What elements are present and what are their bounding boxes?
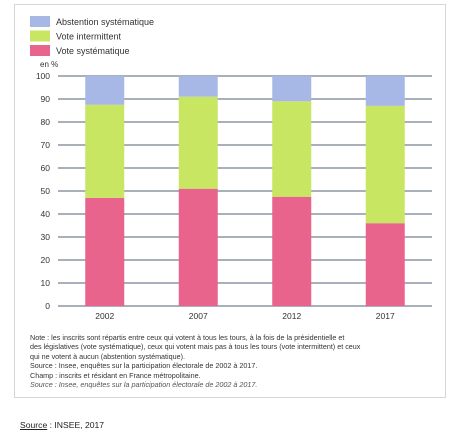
y-tick-label: 50 (41, 186, 51, 196)
unit-label: en % (40, 60, 58, 69)
bar-segment (85, 197, 125, 306)
bar-segment (365, 223, 405, 306)
note-line: des législatives (vote systématique), ce… (30, 342, 361, 352)
note-scope: Champ : inscrits et résidant en France m… (30, 370, 201, 380)
note-line: qui ne votent à aucun (abstention systém… (30, 351, 186, 361)
note-line: Note : les inscrits sont répartis entre … (30, 333, 345, 342)
bar-segment (178, 188, 218, 306)
x-tick-label: 2007 (189, 311, 208, 321)
bar-segment (178, 96, 218, 189)
y-tick-label: 10 (41, 278, 51, 288)
source-label: Source (20, 420, 48, 430)
y-tick-label: 60 (41, 163, 51, 173)
legend-label: Vote systématique (56, 46, 130, 56)
x-tick-label: 2017 (376, 311, 395, 321)
y-tick-label: 70 (41, 140, 51, 150)
y-tick-label: 30 (41, 232, 51, 242)
legend-swatch (30, 45, 50, 56)
bar-segment (272, 101, 312, 197)
y-tick-label: 20 (41, 255, 51, 265)
legend-swatch (30, 16, 50, 27)
chart-notes: Note : les inscrits sont répartis entre … (30, 333, 435, 389)
source-caption: Source : INSEE, 2017 (20, 420, 104, 430)
y-tick-label: 0 (45, 301, 50, 311)
x-tick-label: 2012 (282, 311, 301, 321)
bar-segment (272, 76, 312, 102)
source-text: : INSEE, 2017 (47, 420, 105, 430)
legend-label: Vote intermittent (56, 32, 122, 42)
y-tick-label: 40 (41, 209, 51, 219)
bar-segment (365, 105, 405, 224)
bar-segment (85, 104, 125, 198)
legend-label: Abstention systématique (56, 17, 154, 27)
y-tick-label: 80 (41, 117, 51, 127)
note-source: Source : Insee, enquêtes sur la particip… (30, 361, 258, 371)
bar-segment (365, 76, 405, 106)
bar-segment (178, 76, 218, 97)
note-source-italic: Source : Insee, enquêtes sur la particip… (30, 380, 258, 390)
x-tick-label: 2002 (95, 311, 114, 321)
y-tick-label: 90 (41, 94, 51, 104)
bar-segment (85, 76, 125, 105)
bar-segment (272, 196, 312, 306)
y-tick-label: 100 (36, 71, 50, 81)
legend-swatch (30, 30, 50, 42)
